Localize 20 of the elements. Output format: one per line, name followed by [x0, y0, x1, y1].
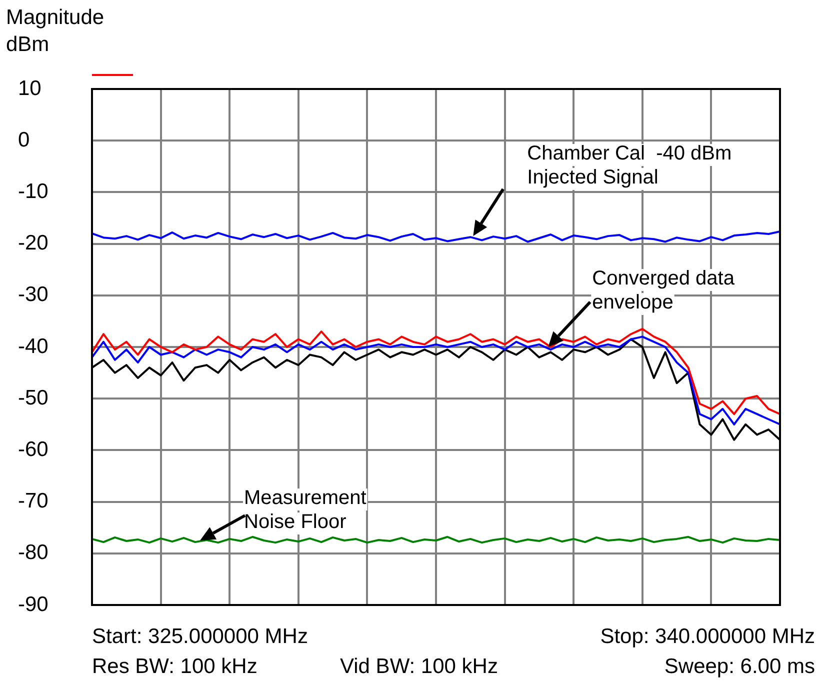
y-tick-label: -50 [18, 386, 48, 410]
y-tick-label: -40 [18, 334, 48, 358]
text: Vid BW: 100 kHz [340, 654, 498, 679]
y-tick-label: -60 [18, 438, 48, 461]
y-tick-label: -10 [18, 180, 48, 203]
y-tick-label: -80 [18, 541, 48, 564]
annotation: Chamber Cal -40 dBm Injected Signal [527, 142, 732, 189]
y-tick-label: -70 [18, 490, 48, 513]
y-tick-label: -30 [18, 283, 48, 306]
text: Res BW: 100 kHz [92, 654, 258, 679]
annotation: Measurement Noise Floor [244, 487, 367, 534]
annotation: Converged data envelope [592, 268, 736, 314]
y-axis-title: Magnitude dBm [6, 5, 104, 58]
y-tick-label: 0 [18, 128, 30, 152]
text: Start: 325.000000 MHz [92, 624, 308, 649]
text: Sweep: 6.00 ms [664, 654, 815, 679]
text: Stop: 340.000000 MHz [600, 624, 815, 649]
y-tick-label: -90 [18, 592, 48, 616]
y-tick-label: -20 [18, 232, 48, 255]
y-tick-label: 10 [18, 76, 42, 100]
